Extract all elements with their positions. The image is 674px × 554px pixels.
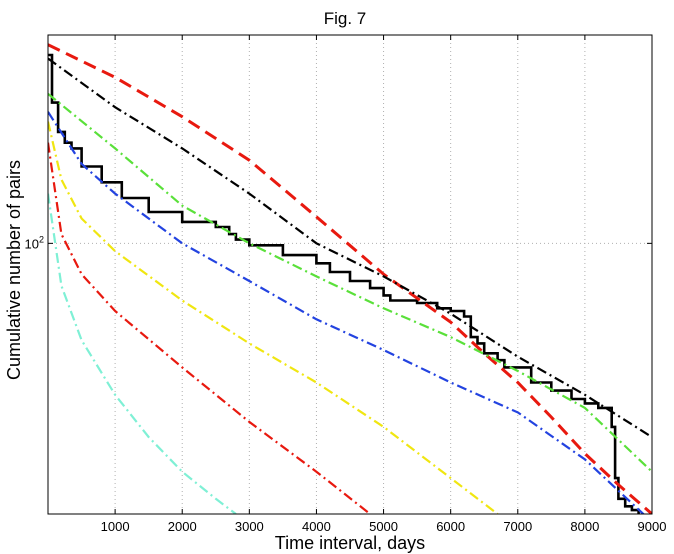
x-tick-label: 3000 bbox=[235, 519, 264, 534]
y-tick-exponent: 2 bbox=[39, 234, 44, 244]
x-tick-label: 5000 bbox=[369, 519, 398, 534]
x-tick-label: 2000 bbox=[168, 519, 197, 534]
series-line-5 bbox=[48, 111, 645, 514]
series-line-6 bbox=[48, 121, 499, 514]
x-tick-label: 8000 bbox=[570, 519, 599, 534]
series-line-4 bbox=[48, 92, 652, 473]
x-axis-label: Time interval, days bbox=[275, 533, 425, 553]
series-line-3 bbox=[48, 57, 652, 439]
chart-title: Fig. 7 bbox=[324, 9, 367, 28]
series-line-8 bbox=[48, 193, 237, 514]
x-tick-label: 6000 bbox=[436, 519, 465, 534]
series-line-1 bbox=[48, 53, 640, 514]
x-tick-label: 9000 bbox=[638, 519, 667, 534]
plot-frame bbox=[47, 34, 653, 515]
gridlines bbox=[48, 35, 653, 514]
y-axis-ticks: 102 bbox=[25, 234, 652, 251]
x-tick-label: 1000 bbox=[101, 519, 130, 534]
series-lines bbox=[48, 43, 652, 514]
y-tick-base: 10 bbox=[25, 236, 39, 251]
y-tick-label: 102 bbox=[25, 234, 44, 251]
series-line-2 bbox=[48, 43, 652, 514]
x-axis-ticks: 1000 2000 3000 4000 5000 6000 7000 8000 9000 bbox=[101, 35, 667, 534]
x-tick-label: 7000 bbox=[503, 519, 532, 534]
series-line-7 bbox=[48, 142, 371, 514]
x-tick-label: 4000 bbox=[302, 519, 331, 534]
y-axis-label: Cumulative number of pairs bbox=[4, 160, 24, 380]
